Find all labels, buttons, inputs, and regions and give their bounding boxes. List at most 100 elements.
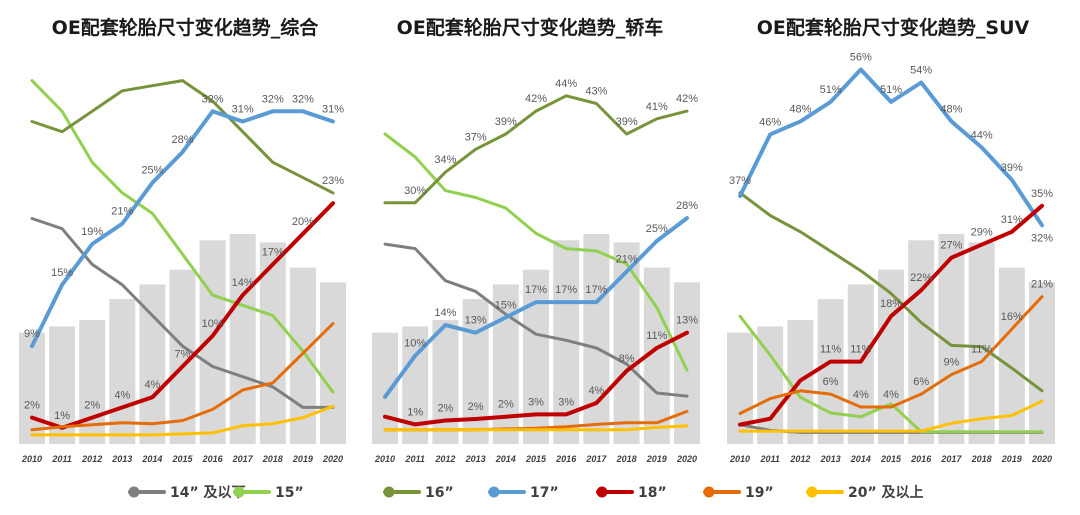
background-bar [674,282,700,444]
data-label: 30% [404,185,426,197]
data-label: 51% [820,84,842,96]
background-bar [817,299,844,444]
x-tick-label: 2013 [465,454,486,464]
data-label: 2% [24,400,40,412]
data-label: 7% [175,349,191,361]
x-tick-label: 2016 [910,454,932,464]
data-label: 4% [114,389,130,401]
data-label: 39% [495,116,517,128]
series-line-19 [738,295,1044,415]
legend-label: 18” [638,485,667,501]
x-tick-label: 2011 [51,454,71,464]
legend-dot-marker [488,486,500,498]
x-tick-label: 2018 [616,454,637,464]
data-label: 13% [465,315,487,327]
data-label: 44% [555,78,577,90]
data-label: 2% [437,403,453,415]
x-tick-label: 2020 [1031,454,1052,464]
data-label: 1% [54,410,70,422]
data-label: 37% [729,175,751,187]
background-bar [878,269,904,444]
x-tick-label: 2014 [141,454,162,464]
x-tick-label: 2011 [405,454,425,464]
data-label: 44% [971,129,993,141]
x-tick-label: 2013 [111,454,132,464]
background-bar [583,234,610,444]
data-label: 39% [1001,162,1023,174]
series-line-15 [383,132,689,372]
data-label: 48% [940,103,962,115]
data-label: 56% [850,51,872,63]
data-label: 8% [619,353,635,365]
legend-label: 16” [425,485,454,501]
data-label: 9% [943,357,959,369]
data-label: 11% [971,344,992,356]
chart-title: OE配套轮胎尺寸变化趋势_轿车 [397,16,664,39]
legend-label: 19” [745,485,774,501]
x-tick-label: 2018 [971,454,992,464]
x-tick-label: 2017 [585,454,607,464]
legend-item-18: 18” [596,485,667,501]
legend-dot-marker [596,486,608,498]
series-line-20 [30,404,335,437]
x-tick-label: 2019 [292,454,313,464]
series-line-17 [383,216,689,399]
legend-item-14: 14” 及以下 [128,485,246,501]
data-label: 48% [789,103,811,115]
data-label: 17% [262,246,284,258]
background-bar [908,240,935,444]
data-label: 18% [880,298,902,310]
series-line-17 [738,67,1044,228]
legend-label: 15” [275,485,304,501]
data-label: 42% [525,93,547,105]
data-label: 2% [468,401,484,413]
legend-dot-marker [128,486,140,498]
x-tick-label: 2019 [1001,454,1022,464]
data-label: 43% [585,85,607,97]
data-label: 17% [525,284,547,296]
background-bar [968,242,995,444]
data-label: 1% [407,406,423,418]
background-bar [139,284,166,444]
x-tick-label: 2018 [262,454,283,464]
data-label: 29% [971,227,993,239]
x-tick-label: 2019 [646,454,667,464]
series-line-18 [383,330,689,427]
data-label: 35% [1031,188,1053,200]
series-line-19 [30,322,335,432]
x-tick-label: 2012 [434,454,455,464]
x-tick-label: 2015 [171,454,193,464]
x-tick-label: 2016 [555,454,577,464]
background-bar [19,332,45,444]
series-line-20 [383,424,689,432]
data-label: 16% [1001,311,1023,323]
data-label: 42% [676,93,698,105]
series-line-20 [738,399,1044,433]
legend-item-17: 17” [488,485,559,501]
data-label: 34% [434,154,456,166]
data-label: 2% [84,400,100,412]
legend-dot-marker [806,486,818,498]
x-tick-label: 2015 [525,454,547,464]
series-line-15 [738,314,1044,434]
legend-item-19: 19” [703,485,774,501]
data-label: 25% [141,165,163,177]
series-line-18 [30,201,335,430]
data-label: 46% [759,116,781,128]
x-tick-label: 2010 [729,454,750,464]
data-label: 21% [1031,279,1053,291]
legend-dot-marker [383,486,395,498]
data-label: 9% [24,328,40,340]
legend-dot-marker [703,486,715,498]
series-line-16 [30,79,335,195]
data-label: 19% [81,226,103,238]
data-label: 15% [51,267,73,279]
background-bar [229,234,256,444]
data-label: 4% [853,389,869,401]
data-label: 32% [262,93,284,105]
series-line-16 [738,191,1044,393]
x-tick-label: 2011 [760,454,780,464]
data-label: 31% [322,103,344,115]
legend-label: 14” 及以下 [170,485,246,501]
